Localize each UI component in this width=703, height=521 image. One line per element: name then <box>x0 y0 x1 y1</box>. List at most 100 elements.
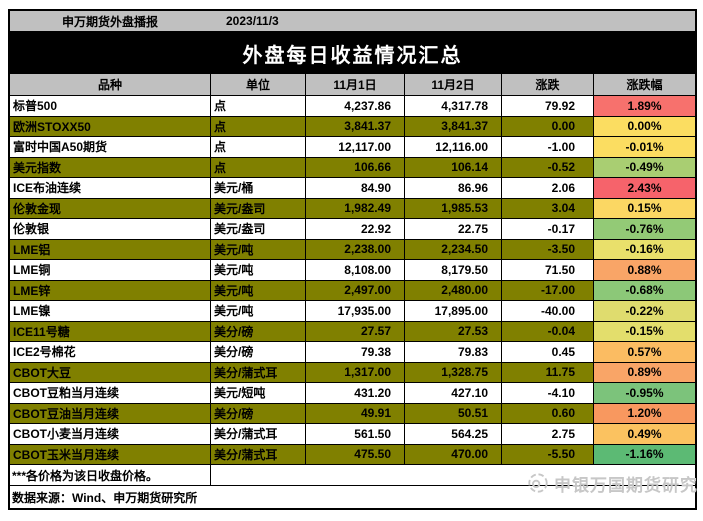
change-value-cell: 0.00 <box>502 116 594 136</box>
table-row: CBOT玉米当月连续 美分/蒲式耳 475.50 470.00 -5.50 -1… <box>10 444 695 465</box>
product-name-cell: CBOT豆粕当月连续 <box>10 383 211 403</box>
header-unit: 单位 <box>211 74 306 95</box>
change-value-cell: 11.75 <box>502 362 594 382</box>
table-row: 伦敦银 美元/盎司 22.92 22.75 -0.17 -0.76% <box>10 219 695 240</box>
product-name-cell: 伦敦金现 <box>10 198 211 218</box>
nov2-value-cell: 27.53 <box>405 321 502 341</box>
nov2-value-cell: 22.75 <box>405 219 502 239</box>
table-row: 欧洲STOXX50 点 3,841.37 3,841.37 0.00 0.00% <box>10 116 695 137</box>
change-pct-cell: 0.49% <box>594 424 695 444</box>
product-name-cell: LME铝 <box>10 239 211 259</box>
nov1-value-cell: 475.50 <box>306 444 405 464</box>
table-row: 伦敦金现 美元/盎司 1,982.49 1,985.53 3.04 0.15% <box>10 198 695 219</box>
nov1-value-cell: 8,108.00 <box>306 260 405 280</box>
change-value-cell: 2.75 <box>502 424 594 444</box>
nov2-value-cell: 106.14 <box>405 157 502 177</box>
nov2-value-cell: 427.10 <box>405 383 502 403</box>
unit-cell: 美元/吨 <box>211 239 306 259</box>
table-row: CBOT豆油当月连续 美分/磅 49.91 50.51 0.60 1.20% <box>10 403 695 424</box>
product-name-cell: CBOT小麦当月连续 <box>10 424 211 444</box>
table-row: ICE2号棉花 美分/磅 79.38 79.83 0.45 0.57% <box>10 342 695 363</box>
product-name-cell: ICE11号糖 <box>10 321 211 341</box>
table-row: 标普500 点 4,237.86 4,317.78 79.92 1.89% <box>10 96 695 117</box>
table-header-row: 品种 单位 11月1日 11月2日 涨跌 涨跌幅 <box>10 74 695 96</box>
table-row: LME铝 美元/吨 2,238.00 2,234.50 -3.50 -0.16% <box>10 239 695 260</box>
nov2-value-cell: 2,234.50 <box>405 239 502 259</box>
nov1-value-cell: 3,841.37 <box>306 116 405 136</box>
nov1-value-cell: 2,238.00 <box>306 239 405 259</box>
nov2-value-cell: 50.51 <box>405 403 502 423</box>
unit-cell: 美元/桶 <box>211 178 306 198</box>
table-title: 外盘每日收益情况汇总 <box>242 45 463 67</box>
change-pct-cell: -0.49% <box>594 157 695 177</box>
unit-cell: 美元/吨 <box>211 260 306 280</box>
change-value-cell: -40.00 <box>502 301 594 321</box>
nov2-value-cell: 12,116.00 <box>405 137 502 157</box>
nov1-value-cell: 4,237.86 <box>306 96 405 116</box>
unit-cell: 美分/蒲式耳 <box>211 362 306 382</box>
change-pct-cell: -0.22% <box>594 301 695 321</box>
table-row: 美元指数 点 106.66 106.14 -0.52 -0.49% <box>10 157 695 178</box>
product-name-cell: 美元指数 <box>10 157 211 177</box>
nov2-value-cell: 2,480.00 <box>405 280 502 300</box>
table-body: 标普500 点 4,237.86 4,317.78 79.92 1.89% 欧洲… <box>10 96 695 465</box>
nov1-value-cell: 12,117.00 <box>306 137 405 157</box>
nov1-value-cell: 49.91 <box>306 403 405 423</box>
product-name-cell: ICE2号棉花 <box>10 342 211 362</box>
nov1-value-cell: 84.90 <box>306 178 405 198</box>
change-value-cell: -5.50 <box>502 444 594 464</box>
nov1-value-cell: 561.50 <box>306 424 405 444</box>
nov2-value-cell: 86.96 <box>405 178 502 198</box>
unit-cell: 美分/磅 <box>211 321 306 341</box>
change-value-cell: -0.04 <box>502 321 594 341</box>
change-value-cell: 0.60 <box>502 403 594 423</box>
change-pct-cell: 0.15% <box>594 198 695 218</box>
product-name-cell: 伦敦银 <box>10 219 211 239</box>
nov1-value-cell: 17,935.00 <box>306 301 405 321</box>
nov2-value-cell: 470.00 <box>405 444 502 464</box>
product-name-cell: LME铜 <box>10 260 211 280</box>
change-value-cell: -17.00 <box>502 280 594 300</box>
change-pct-cell: -0.68% <box>594 280 695 300</box>
header-change: 涨跌 <box>502 74 594 95</box>
change-value-cell: 3.04 <box>502 198 594 218</box>
change-pct-cell: 2.43% <box>594 178 695 198</box>
change-pct-cell: -0.16% <box>594 239 695 259</box>
table-row: 富时中国A50期货 点 12,117.00 12,116.00 -1.00 -0… <box>10 137 695 158</box>
summary-table: 申万期货外盘播报 2023/11/3 外盘每日收益情况汇总 品种 单位 11月1… <box>8 9 697 510</box>
nov2-value-cell: 564.25 <box>405 424 502 444</box>
change-pct-cell: -0.01% <box>594 137 695 157</box>
product-name-cell: CBOT玉米当月连续 <box>10 444 211 464</box>
nov1-value-cell: 79.38 <box>306 342 405 362</box>
product-name-cell: LME锌 <box>10 280 211 300</box>
product-name-cell: CBOT豆油当月连续 <box>10 403 211 423</box>
change-value-cell: 0.45 <box>502 342 594 362</box>
table-row: LME镍 美元/吨 17,935.00 17,895.00 -40.00 -0.… <box>10 301 695 322</box>
product-name-cell: LME镍 <box>10 301 211 321</box>
change-value-cell: 71.50 <box>502 260 594 280</box>
table-row: LME铜 美元/吨 8,108.00 8,179.50 71.50 0.88% <box>10 260 695 281</box>
nov1-value-cell: 22.92 <box>306 219 405 239</box>
price-note: ***各价格为该日收盘价格。 <box>10 465 211 485</box>
table-row: CBOT小麦当月连续 美分/蒲式耳 561.50 564.25 2.75 0.4… <box>10 424 695 445</box>
unit-cell: 美分/蒲式耳 <box>211 424 306 444</box>
change-value-cell: -4.10 <box>502 383 594 403</box>
nov2-value-cell: 3,841.37 <box>405 116 502 136</box>
unit-cell: 点 <box>211 157 306 177</box>
change-pct-cell: -0.95% <box>594 383 695 403</box>
change-pct-cell: 1.89% <box>594 96 695 116</box>
change-pct-cell: 0.88% <box>594 260 695 280</box>
data-source-text: 数据来源：Wind、申万期货研究所 <box>12 490 198 505</box>
change-value-cell: -0.17 <box>502 219 594 239</box>
header-change-pct: 涨跌幅 <box>626 78 663 92</box>
product-name-cell: 富时中国A50期货 <box>10 137 211 157</box>
broadcast-label: 申万期货外盘播报 <box>61 14 158 29</box>
unit-cell: 点 <box>211 137 306 157</box>
change-value-cell: 2.06 <box>502 178 594 198</box>
nov1-value-cell: 106.66 <box>306 157 405 177</box>
product-name-cell: CBOT大豆 <box>10 362 211 382</box>
table-row: CBOT大豆 美分/蒲式耳 1,317.00 1,328.75 11.75 0.… <box>10 362 695 383</box>
unit-cell: 点 <box>211 96 306 116</box>
header-nov2: 11月2日 <box>405 74 502 95</box>
nov1-value-cell: 1,982.49 <box>306 198 405 218</box>
